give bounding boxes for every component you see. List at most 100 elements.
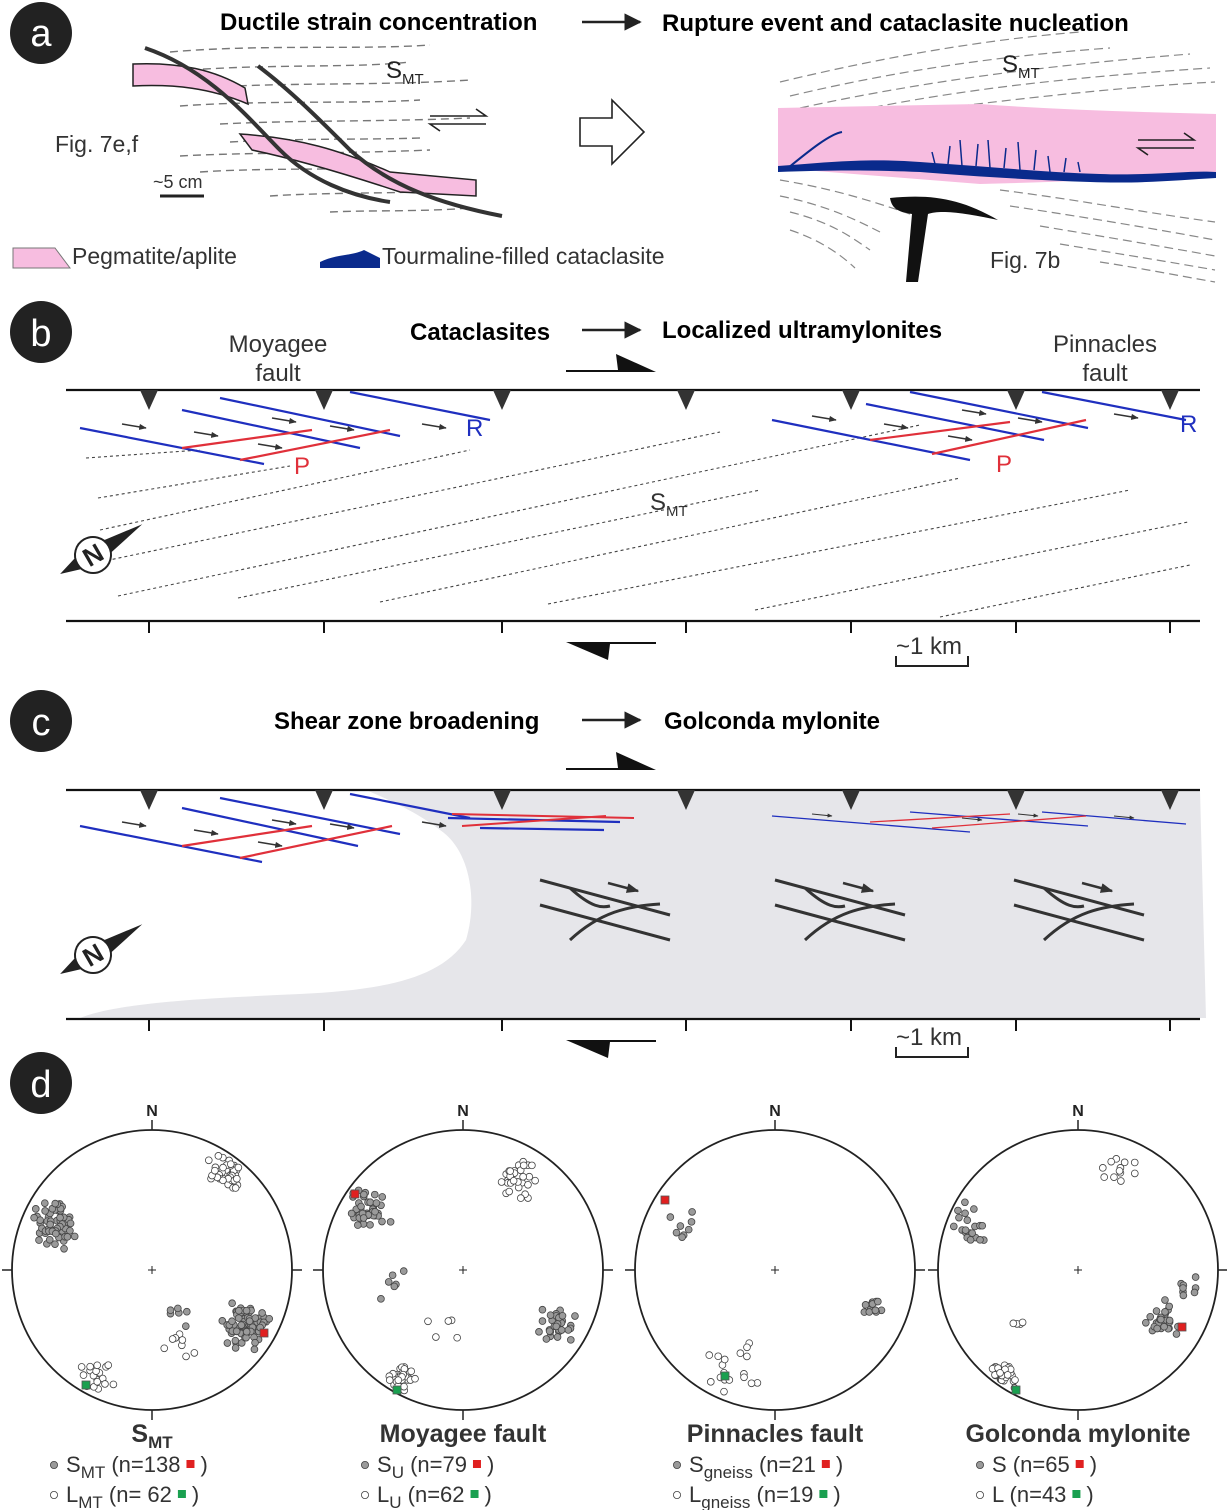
- panel-a-s-label: SMT: [386, 57, 424, 88]
- panel-a-title-right: Rupture event and cataclasite nucleation: [662, 10, 1129, 37]
- foliation-pole: [242, 1327, 251, 1336]
- foliation-pole: [1161, 1296, 1169, 1304]
- foliation-pole: [45, 1235, 54, 1244]
- lineation-pole: [79, 1371, 88, 1379]
- north-arrow-b: N: [60, 524, 143, 574]
- shears-c-left: [79, 792, 635, 864]
- foliation-legend-close: ): [1090, 1452, 1097, 1477]
- lineation-pole: [1107, 1157, 1116, 1166]
- lineation-legend: L (n=43: [992, 1482, 1066, 1507]
- panel-c-letter: c: [32, 702, 51, 744]
- lineation-pole: [444, 1317, 453, 1325]
- shears-right: [771, 390, 1187, 462]
- lineation-pole: [517, 1194, 525, 1202]
- panel-a-title-left: Ductile strain concentration: [220, 9, 537, 36]
- stereonet-north: N: [457, 1103, 469, 1120]
- lineation-pole: [190, 1349, 199, 1357]
- shears-left: [79, 390, 491, 466]
- foliation-pole: [966, 1236, 975, 1244]
- panel-b-bottom-shear-arrow: [566, 642, 656, 660]
- foliation-pole: [390, 1282, 399, 1291]
- lineation-pole: [1115, 1167, 1124, 1175]
- panel-a-right-s-label: SMT: [1002, 51, 1040, 82]
- panel-b-top-shear-arrow: [566, 354, 656, 372]
- foliation-pole: [56, 1213, 64, 1222]
- foliation-pole: [949, 1222, 958, 1231]
- lineation-pole: [497, 1178, 506, 1186]
- foliation-pole: [46, 1220, 54, 1229]
- foliation-pole: [546, 1311, 555, 1319]
- lineation-pole: [453, 1333, 461, 1342]
- half-arrows-a-left: [427, 108, 489, 132]
- lineation-pole: [509, 1177, 518, 1185]
- fault-triangle-0: [140, 390, 158, 410]
- north-arrow-c: N: [60, 924, 143, 974]
- foliation-pole: [874, 1297, 882, 1306]
- lineation-pole: [996, 1369, 1004, 1377]
- panel-b-title-right: Localized ultramylonites: [662, 317, 942, 344]
- fig-ref-right: Fig. 7b: [990, 247, 1060, 273]
- foliation-pole: [258, 1309, 266, 1317]
- panel-b: b Cataclasites Localized ultramylonites …: [10, 301, 1200, 667]
- foliation-pole: [961, 1209, 969, 1218]
- shear-band-2: [256, 64, 503, 218]
- lineation-pole: [411, 1374, 419, 1383]
- foliation-legend: SU (n=79: [377, 1452, 467, 1482]
- foliation-pole: [1172, 1330, 1181, 1338]
- panel-c: c Shear zone broadening Golconda mylonit…: [10, 690, 1206, 1058]
- lineation-pole: [101, 1380, 109, 1388]
- foliation-pole: [235, 1306, 243, 1315]
- shear-zone-fill: [80, 790, 1206, 1018]
- lineation-pole: [743, 1343, 751, 1352]
- lineation-pole: [528, 1161, 536, 1170]
- foliation-pole: [399, 1267, 408, 1275]
- foliation-pole: [251, 1338, 259, 1347]
- lineation-pole: [524, 1180, 532, 1189]
- lineation-pole: [1011, 1376, 1019, 1384]
- foliation-pole: [354, 1221, 362, 1229]
- fault-triangle-5: [1007, 790, 1025, 810]
- r-label-right: R: [1180, 411, 1197, 438]
- foliation-pole: [961, 1198, 969, 1207]
- stereonet-north: N: [146, 1103, 158, 1120]
- fault-triangle-6: [1161, 390, 1179, 410]
- foliation-pole: [978, 1221, 987, 1230]
- panel-b-s-label: SMT: [650, 489, 688, 520]
- lineation-pole: [1100, 1173, 1109, 1181]
- foliation-pole: [41, 1199, 49, 1207]
- lineation-pole: [506, 1167, 514, 1175]
- fault-triangle-0: [140, 790, 158, 810]
- panel-a: a Ductile strain concentration Rupture e…: [10, 2, 1216, 283]
- foliation-pole: [666, 1213, 675, 1221]
- foliation-pole: [183, 1307, 191, 1316]
- fig-ref-left: Fig. 7e,f: [55, 131, 139, 157]
- lineation-pole: [77, 1363, 86, 1371]
- lineation-pole: [531, 1176, 539, 1185]
- foliation-legend: Sgneiss (n=21: [689, 1452, 816, 1482]
- foliation-pole: [371, 1207, 379, 1216]
- foliation-pole: [1160, 1322, 1168, 1331]
- foliation-pole: [678, 1233, 686, 1241]
- panel-d-badge: [10, 1052, 72, 1114]
- foliation-pole: [360, 1190, 368, 1199]
- foliation-pole: [567, 1336, 575, 1344]
- stereonet-3: N Golconda mylonite S (n=65) L (n=43): [928, 1103, 1227, 1507]
- lineation-mean: [720, 1371, 730, 1381]
- lineation-pole: [214, 1152, 223, 1160]
- foliation-legend-close: ): [836, 1452, 843, 1477]
- hammer-icon: [890, 196, 998, 282]
- lineation-pole: [407, 1367, 416, 1376]
- r-label-left: R: [466, 415, 483, 442]
- foliation-pole: [1191, 1273, 1200, 1281]
- foliation-legend: SMT (n=138: [66, 1452, 180, 1482]
- foliation-pole: [961, 1226, 970, 1234]
- foliation-pole: [237, 1321, 246, 1329]
- foliation-pole: [970, 1205, 978, 1213]
- sc-fabric-0: [539, 878, 671, 942]
- foliation-pole: [687, 1218, 696, 1226]
- lineation-mean: [392, 1385, 402, 1395]
- foliation-legend: S (n=65: [992, 1452, 1070, 1477]
- foliation-mean: [259, 1328, 269, 1338]
